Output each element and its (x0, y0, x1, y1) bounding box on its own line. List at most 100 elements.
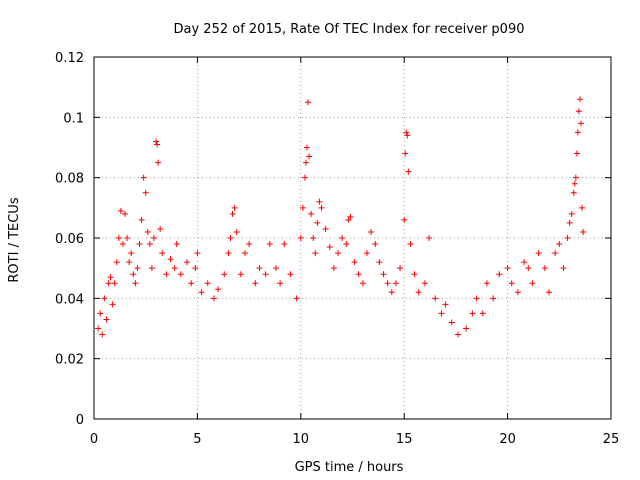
y-tick-label: 0.06 (55, 232, 84, 247)
data-point (198, 289, 205, 296)
data-point (229, 210, 236, 217)
data-point (392, 280, 399, 287)
data-point (438, 310, 445, 317)
data-point (117, 207, 124, 214)
data-point (343, 241, 350, 248)
data-point (204, 280, 211, 287)
data-point (404, 132, 411, 139)
data-point (150, 235, 157, 241)
data-point (128, 250, 135, 257)
data-point (415, 289, 422, 296)
x-axis-label: GPS time / hours (295, 460, 404, 475)
data-point (314, 219, 321, 226)
data-point (111, 280, 118, 287)
data-point (192, 265, 199, 272)
data-point (272, 265, 279, 272)
data-point (541, 265, 548, 272)
data-point (473, 295, 480, 302)
data-point (525, 265, 532, 272)
data-point (237, 271, 244, 278)
data-point (210, 295, 217, 302)
data-point (155, 159, 162, 166)
data-point (124, 235, 131, 241)
data-point (552, 250, 559, 257)
y-tick-label: 0.02 (55, 353, 84, 368)
data-point (130, 271, 137, 278)
y-tick-label: 0 (76, 413, 84, 428)
data-point (241, 250, 248, 257)
data-point (421, 280, 428, 287)
data-point (163, 271, 170, 278)
data-point (287, 271, 294, 278)
data-point (380, 271, 387, 278)
data-point (99, 331, 106, 338)
data-point (103, 316, 110, 323)
data-point (556, 241, 563, 248)
data-point (326, 244, 333, 251)
data-point (95, 325, 102, 332)
x-tick-label: 0 (90, 432, 98, 447)
y-tick-label: 0.04 (55, 292, 84, 307)
data-point (355, 271, 362, 278)
data-point (136, 241, 143, 248)
data-point (227, 235, 234, 241)
data-point (115, 235, 122, 241)
data-point (483, 280, 490, 287)
data-point (266, 241, 273, 248)
data-point (105, 280, 112, 287)
data-point (177, 271, 184, 278)
data-point (144, 228, 151, 235)
data-point (262, 271, 269, 278)
data-point (576, 96, 583, 103)
data-point (568, 210, 575, 217)
data-point (173, 241, 180, 248)
data-point (299, 204, 306, 211)
data-point (508, 280, 515, 287)
data-point (521, 259, 528, 266)
data-point (575, 108, 582, 115)
data-point (142, 189, 149, 196)
data-point (573, 150, 580, 157)
data-point (256, 265, 263, 272)
data-point (293, 295, 300, 302)
y-tick-label: 0.12 (55, 51, 84, 66)
data-point (496, 271, 503, 278)
data-point (401, 216, 408, 223)
data-point (252, 280, 259, 287)
data-point (119, 241, 126, 248)
data-point (154, 141, 161, 148)
data-point (368, 228, 375, 235)
data-point (351, 259, 358, 266)
data-point (566, 219, 573, 226)
data-point (301, 174, 308, 181)
data-point (167, 256, 174, 263)
data-point (215, 286, 222, 293)
data-point (426, 235, 433, 241)
data-point (363, 250, 370, 257)
data-point (281, 241, 288, 248)
data-point (231, 204, 238, 211)
data-point (312, 250, 319, 257)
data-point (277, 280, 284, 287)
data-point (479, 310, 486, 317)
data-point (304, 144, 311, 151)
data-point (403, 129, 410, 136)
data-point (504, 265, 511, 272)
data-point (339, 235, 346, 241)
data-point (345, 216, 352, 223)
data-point (402, 150, 409, 157)
data-point (297, 235, 304, 241)
tick-layer: 0 5 10 15 20 25 0 0.02 0.04 0.06 0.08 0.1 0.12 (55, 51, 619, 447)
data-point (347, 213, 354, 220)
data-point (335, 250, 342, 257)
data-point (411, 271, 418, 278)
data-point (318, 204, 325, 211)
data-point (233, 228, 240, 235)
data-point (138, 216, 145, 223)
data-point (134, 265, 141, 272)
data-point (310, 235, 317, 241)
data-point (384, 280, 391, 287)
data-point (432, 295, 439, 302)
